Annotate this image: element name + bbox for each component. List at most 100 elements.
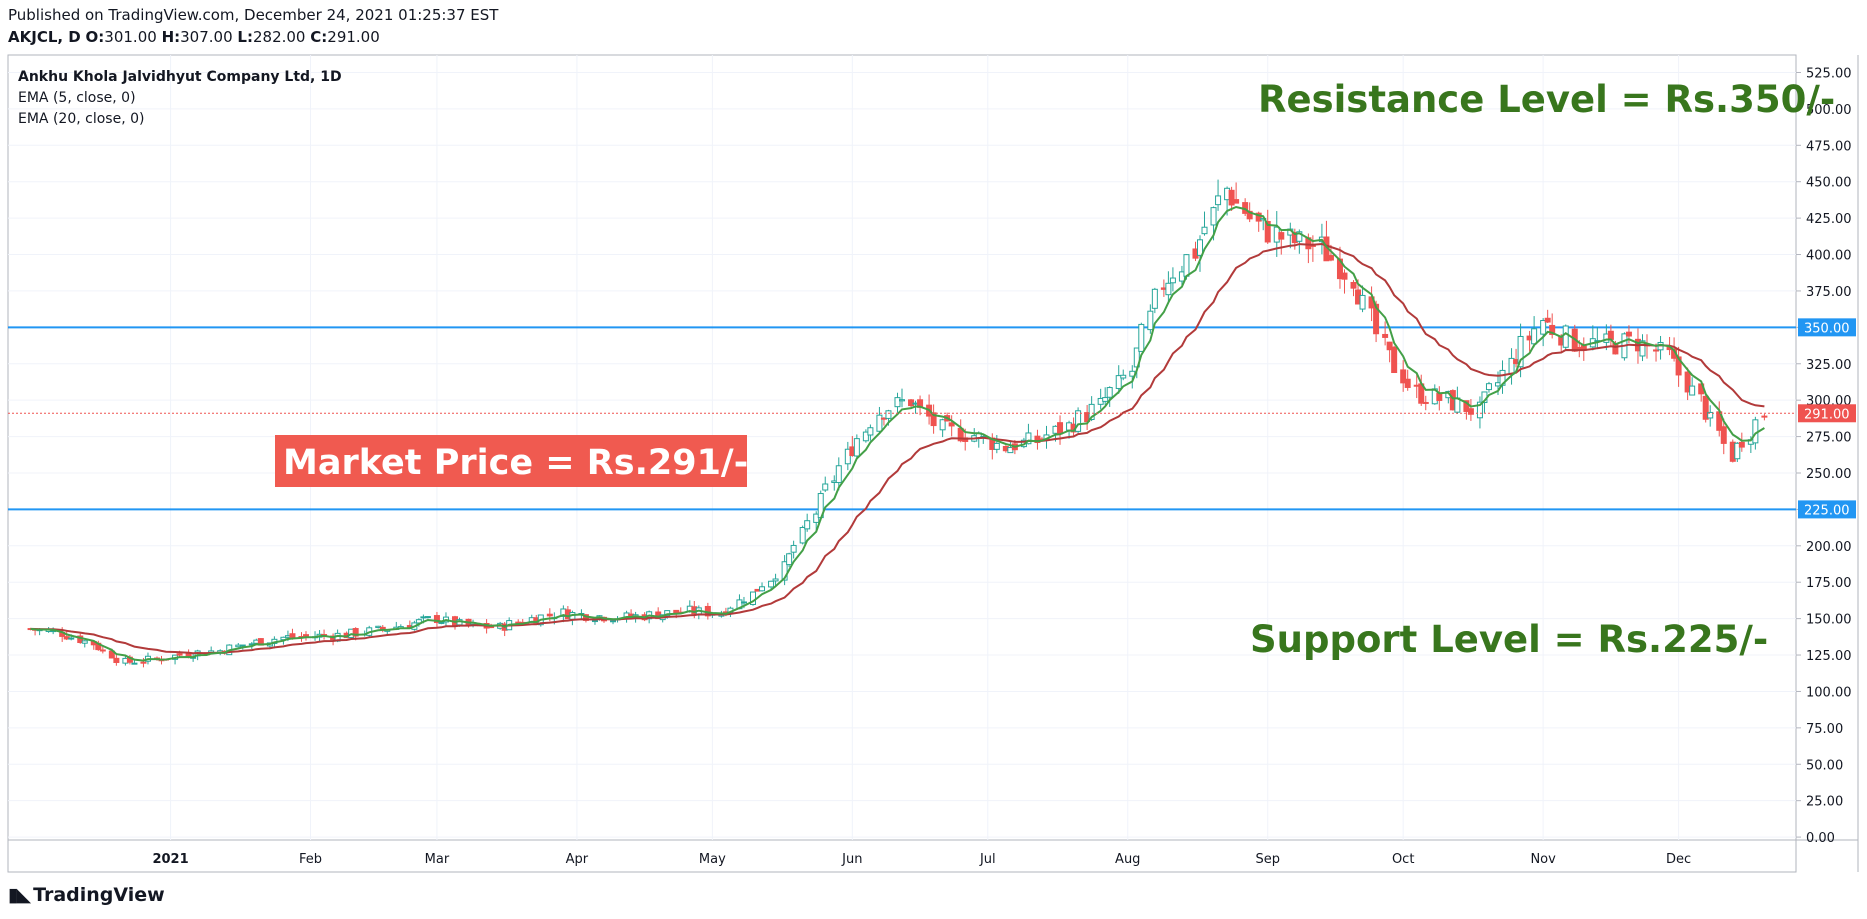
candle-body[interactable] — [1169, 277, 1176, 284]
candle-body[interactable] — [948, 422, 955, 427]
candle-body[interactable] — [1562, 325, 1569, 348]
candle-body[interactable] — [768, 580, 775, 588]
candle-body[interactable] — [1025, 432, 1032, 445]
legend-ema-slow[interactable]: EMA (20, close, 0) — [18, 111, 144, 127]
candle-body[interactable] — [1382, 333, 1389, 338]
candle-body[interactable] — [894, 397, 901, 408]
candle-body[interactable] — [1702, 395, 1709, 420]
candle-body[interactable] — [1400, 369, 1407, 384]
candle-body[interactable] — [1088, 403, 1095, 420]
time-axis[interactable]: 2021 Feb Mar Apr May Jun Jul Aug Sep Oct Nov Dec — [152, 852, 1691, 867]
candle-body[interactable] — [1201, 226, 1208, 235]
ema-20-line[interactable] — [30, 242, 1765, 655]
candle-body[interactable] — [1138, 323, 1145, 352]
candle-body[interactable] — [1761, 415, 1768, 418]
candle-body[interactable] — [1210, 207, 1217, 226]
candle-body[interactable] — [433, 615, 440, 624]
candle-body[interactable] — [1278, 232, 1285, 240]
candle-body[interactable] — [289, 633, 296, 638]
resistance-annotation[interactable]: Resistance Level = Rs.350/- — [1258, 78, 1835, 121]
candle-body[interactable] — [81, 640, 88, 644]
candle-body[interactable] — [591, 620, 598, 623]
candle-body[interactable] — [1106, 387, 1113, 398]
candle-body[interactable] — [781, 561, 788, 581]
ema-5-line[interactable] — [30, 205, 1765, 662]
candle-body[interactable] — [1549, 324, 1556, 335]
candle-body[interactable] — [1327, 255, 1334, 261]
candle-body[interactable] — [1540, 320, 1547, 335]
candle-body[interactable] — [1422, 401, 1429, 404]
candle-body[interactable] — [1165, 282, 1172, 296]
candle-body[interactable] — [546, 613, 553, 617]
candle-body[interactable] — [1197, 239, 1203, 256]
legend-ema-fast[interactable]: EMA (5, close, 0) — [18, 90, 136, 106]
candle-body[interactable] — [799, 527, 806, 544]
candle-body[interactable] — [438, 621, 445, 624]
candle-body[interactable] — [1720, 426, 1727, 444]
candle-body[interactable] — [885, 410, 892, 419]
candle-body[interactable] — [1350, 281, 1357, 289]
candle-body[interactable] — [1639, 340, 1646, 357]
candle-body[interactable] — [844, 448, 851, 465]
candle-body[interactable] — [140, 661, 147, 664]
price-axis[interactable]: 0.00 25.00 50.00 75.00 100.00 125.00 150.00 175… — [1796, 66, 1852, 846]
candle-body[interactable] — [610, 620, 617, 623]
candle-body[interactable] — [790, 544, 797, 553]
candle-body[interactable] — [862, 431, 869, 442]
candle-body[interactable] — [1102, 397, 1109, 402]
candle-body[interactable] — [1341, 272, 1348, 280]
candle-body[interactable] — [1684, 371, 1691, 393]
candle-body[interactable] — [1255, 212, 1262, 222]
candle-body[interactable] — [813, 513, 820, 523]
candle-body[interactable] — [68, 637, 75, 640]
candle-body[interactable] — [1467, 408, 1474, 415]
candle-body[interactable] — [131, 662, 138, 665]
candle-body[interactable] — [99, 649, 106, 652]
candle-body[interactable] — [876, 414, 883, 432]
candle-body[interactable] — [1115, 375, 1122, 389]
candle-body[interactable] — [1404, 378, 1411, 388]
candle-body[interactable] — [853, 438, 860, 457]
candle-body[interactable] — [1228, 189, 1235, 206]
candle-body[interactable] — [772, 578, 779, 582]
candle-body[interactable] — [1485, 383, 1492, 391]
tradingview-logo[interactable]: ▮◣ TradingView — [8, 884, 165, 906]
candle-body[interactable] — [1233, 199, 1240, 204]
candle-body[interactable] — [1373, 303, 1380, 335]
support-resistance-lines[interactable] — [8, 326, 1796, 511]
candle-body[interactable] — [415, 619, 422, 624]
candle-body[interactable] — [993, 442, 1000, 450]
candle-body[interactable] — [1707, 411, 1714, 419]
candle-body[interactable] — [822, 483, 829, 491]
candle-body[interactable] — [759, 586, 766, 592]
candle-body[interactable] — [113, 657, 120, 663]
candle-body[interactable] — [1151, 288, 1158, 309]
candle-body[interactable] — [1183, 254, 1190, 277]
candle-body[interactable] — [1075, 410, 1082, 432]
candle-body[interactable] — [1531, 328, 1538, 345]
candle-body[interactable] — [899, 399, 905, 402]
candle-body[interactable] — [1215, 195, 1222, 206]
candle-body[interactable] — [1476, 401, 1483, 419]
candle-body[interactable] — [1653, 349, 1660, 352]
candle-body[interactable] — [1544, 317, 1551, 323]
candle-body[interactable] — [1734, 442, 1741, 460]
candle-body[interactable] — [1738, 441, 1745, 448]
candle-body[interactable] — [1689, 385, 1696, 396]
candle-body[interactable] — [303, 634, 309, 637]
candle-body[interactable] — [1391, 346, 1398, 374]
candle-body[interactable] — [1147, 310, 1154, 331]
candle-body[interactable] — [867, 427, 874, 436]
candle-body[interactable] — [424, 616, 431, 619]
candle-body[interactable] — [835, 465, 842, 484]
candle-body[interactable] — [1386, 341, 1393, 351]
candle-body[interactable] — [1296, 231, 1303, 242]
support-annotation[interactable]: Support Level = Rs.225/- — [1250, 618, 1768, 661]
symbol-label[interactable]: AKJCL, D — [8, 28, 81, 46]
candle-body[interactable] — [1625, 331, 1632, 337]
candle-body[interactable] — [1120, 374, 1127, 379]
candle-body[interactable] — [786, 553, 793, 566]
market-price-box[interactable] — [275, 435, 747, 487]
candle-body[interactable] — [1359, 294, 1366, 310]
